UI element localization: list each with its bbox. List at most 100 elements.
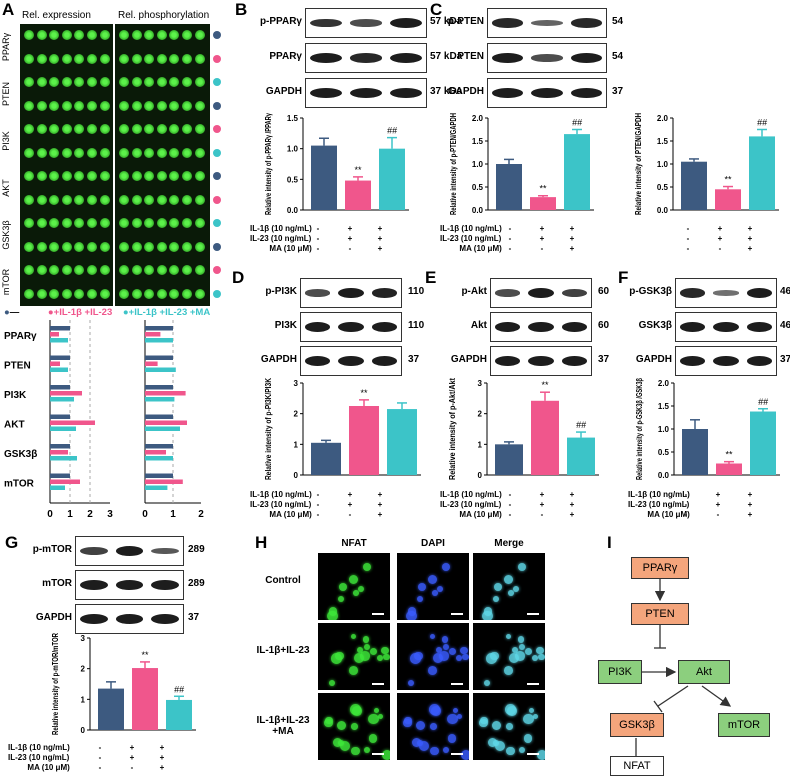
cell bbox=[430, 746, 439, 756]
blot-band bbox=[713, 322, 739, 332]
western-blot bbox=[300, 312, 402, 342]
array-spot bbox=[194, 218, 205, 228]
cell bbox=[525, 648, 533, 656]
treatment-sign: - bbox=[98, 763, 102, 772]
array-spot bbox=[182, 147, 192, 158]
array-spot bbox=[49, 77, 60, 87]
scale-bar bbox=[372, 613, 384, 615]
scale-bar bbox=[372, 683, 384, 685]
array-spot bbox=[49, 194, 60, 205]
cell bbox=[462, 653, 469, 660]
array-spot bbox=[99, 147, 110, 158]
array-bar-phosphorylation bbox=[145, 397, 175, 402]
array-spot bbox=[131, 53, 142, 64]
treatment-sign: - bbox=[508, 234, 512, 243]
array-bar-phosphorylation bbox=[145, 473, 173, 478]
array-bar-label: mTOR bbox=[4, 479, 35, 490]
chart-ytick: 1 bbox=[294, 440, 299, 449]
array-spot bbox=[156, 171, 167, 181]
array-spot bbox=[36, 30, 47, 40]
treatment-row-label: IL-1β (10 ng/mL) bbox=[8, 743, 70, 752]
node-pi3k: PI3K bbox=[598, 660, 642, 684]
treatment-row-label: MA (10 μM) bbox=[647, 510, 690, 519]
cell bbox=[370, 648, 378, 656]
blot-band bbox=[680, 288, 706, 298]
treatment-sign: - bbox=[316, 234, 320, 243]
antibody-array-image bbox=[20, 24, 210, 306]
blot-band bbox=[80, 614, 108, 624]
chart-significance: ## bbox=[572, 118, 583, 128]
cell bbox=[508, 653, 519, 664]
blot-band bbox=[561, 322, 587, 332]
array-spot bbox=[156, 124, 167, 134]
array-spot bbox=[87, 77, 97, 87]
array-spot bbox=[169, 265, 180, 275]
array-spot bbox=[119, 194, 129, 205]
treatment-sign: - bbox=[716, 510, 720, 519]
array-bar-phosphorylation bbox=[145, 485, 168, 490]
treatment-row-label: IL-23 (10 ng/mL) bbox=[628, 500, 690, 509]
array-spot bbox=[144, 194, 155, 205]
treatment-sign: - bbox=[684, 510, 688, 519]
blot-kda: 57 kDa bbox=[430, 51, 463, 62]
pathway-connectors bbox=[630, 578, 732, 759]
array-bar-expression bbox=[50, 338, 68, 343]
cell bbox=[491, 720, 502, 730]
array-protein-label: PTEN bbox=[1, 82, 11, 107]
panel-label-i: I bbox=[607, 533, 612, 552]
array-xtick: 0 bbox=[142, 509, 148, 520]
chart-bar bbox=[715, 189, 741, 210]
array-spot bbox=[131, 77, 142, 87]
chart-significance: ## bbox=[174, 684, 185, 694]
array-spot bbox=[194, 53, 205, 64]
chart-ytick: 2.0 bbox=[658, 379, 670, 388]
micrograph-tile bbox=[318, 623, 390, 690]
cell bbox=[333, 737, 343, 748]
scale-bar bbox=[451, 753, 463, 755]
array-spot bbox=[119, 53, 129, 64]
treatment-sign: + bbox=[539, 234, 545, 243]
array-spot bbox=[49, 241, 60, 252]
cell bbox=[351, 723, 358, 730]
array-row-marker bbox=[213, 195, 221, 204]
array-spot bbox=[194, 288, 205, 299]
array-spot bbox=[182, 30, 192, 40]
treatment-sign: - bbox=[316, 224, 320, 233]
array-spot bbox=[169, 194, 180, 205]
cell bbox=[431, 705, 441, 716]
cell bbox=[447, 713, 458, 725]
western-blot bbox=[300, 278, 402, 308]
array-spot bbox=[194, 124, 205, 134]
chart-ytick: 0.5 bbox=[472, 183, 484, 192]
blot-band bbox=[151, 547, 179, 555]
cell bbox=[461, 749, 469, 760]
array-spot bbox=[194, 100, 205, 111]
cell bbox=[532, 654, 539, 662]
treatment-sign: - bbox=[316, 490, 320, 499]
blot-band bbox=[310, 18, 342, 28]
array-spot bbox=[99, 218, 110, 228]
array-row-marker bbox=[213, 266, 221, 274]
array-spot bbox=[144, 288, 155, 299]
treatment-sign: + bbox=[747, 224, 753, 233]
cell bbox=[519, 644, 526, 651]
array-legend: ●— ●+IL-1β +IL-23 ●+IL-1β +IL-23 +MA bbox=[4, 307, 211, 318]
array-spot bbox=[156, 194, 167, 205]
blot-band bbox=[371, 356, 397, 366]
cell bbox=[537, 749, 545, 760]
blot-label: PI3K bbox=[274, 320, 297, 331]
array-spot bbox=[24, 288, 34, 299]
blot-band bbox=[531, 88, 563, 98]
legend-control: — bbox=[9, 307, 20, 318]
chart-ytick: 0.0 bbox=[287, 206, 299, 215]
treatment-sign: + bbox=[159, 743, 165, 752]
array-spot bbox=[119, 218, 129, 228]
cell bbox=[432, 589, 439, 596]
blot-band bbox=[338, 288, 364, 298]
chart-bar bbox=[682, 429, 708, 475]
cell bbox=[436, 585, 443, 592]
cell bbox=[327, 610, 338, 620]
array-spot bbox=[61, 288, 72, 299]
chart-bar bbox=[166, 699, 192, 730]
cell bbox=[328, 679, 336, 687]
